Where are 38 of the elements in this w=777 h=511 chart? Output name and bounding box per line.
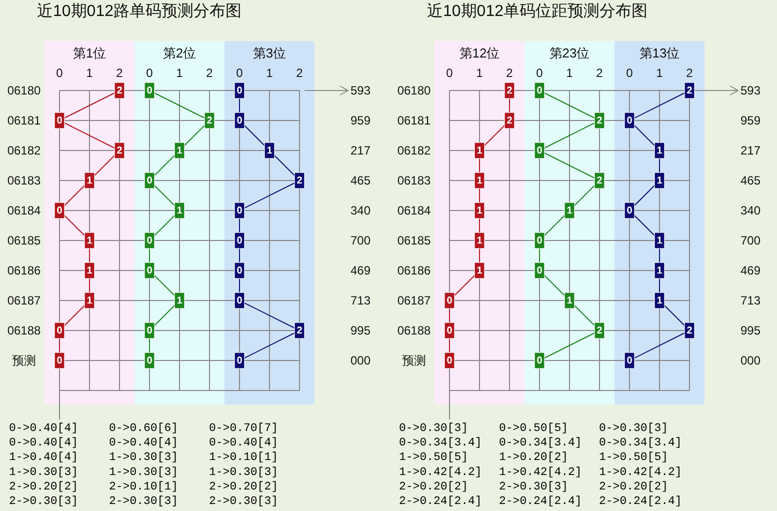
annotation: 0->0.30[3]	[599, 422, 668, 435]
annotation: 1->0.20[2]	[499, 451, 568, 464]
annotation: 1->0.50[5]	[399, 451, 468, 464]
annotation: 0->0.40[4]	[109, 436, 178, 450]
annotation: 2->0.10[1]	[109, 480, 178, 494]
annotation: 1->0.42[4.2]	[499, 466, 582, 479]
title: 近10期012路单码预测分布图	[37, 3, 242, 20]
annotation: 0->0.50[5]	[499, 422, 568, 435]
annotation: 1->0.30[3]	[9, 466, 78, 479]
annotation: 1->0.42[4.2]	[399, 466, 482, 479]
annotation: 2->0.30[3]	[9, 495, 78, 508]
annotation: 1->0.40[4]	[9, 451, 78, 464]
annotation: 2->0.24[2.4]	[399, 495, 482, 508]
annotation: 2->0.20[2]	[599, 480, 668, 494]
annotation: 2->0.30[3]	[499, 480, 568, 494]
annotation: 0->0.34[3.4]	[399, 436, 482, 450]
annotation: 0->0.34[3.4]	[599, 436, 682, 450]
annotation: 0->0.40[4]	[209, 436, 278, 450]
annotation: 2->0.30[3]	[109, 495, 178, 508]
annotation: 0->0.30[3]	[399, 422, 468, 435]
annotation: 0->0.40[4]	[9, 422, 78, 435]
annotation: 0->0.34[3.4]	[499, 436, 582, 450]
annotation: 2->0.24[2.4]	[599, 495, 682, 508]
annotation: 2->0.30[3]	[209, 495, 278, 508]
annotation: 0->0.70[7]	[209, 422, 278, 435]
annotation: 1->0.50[5]	[599, 451, 668, 464]
annotation: 1->0.42[4.2]	[599, 466, 682, 479]
annotation: 1->0.10[1]	[209, 451, 278, 464]
annotation: 1->0.30[3]	[109, 451, 178, 464]
annotation: 0->0.40[4]	[9, 436, 78, 450]
annotation: 2->0.20[2]	[9, 480, 78, 494]
annotation: 2->0.24[2.4]	[499, 495, 582, 508]
annotation: 2->0.20[2]	[399, 480, 468, 494]
title: 近10期012单码位距预测分布图	[427, 3, 648, 20]
annotation: 0->0.60[6]	[109, 422, 178, 435]
annotation: 2->0.20[2]	[209, 480, 278, 494]
annotation: 1->0.30[3]	[209, 466, 278, 479]
annotation: 1->0.30[3]	[109, 466, 178, 479]
